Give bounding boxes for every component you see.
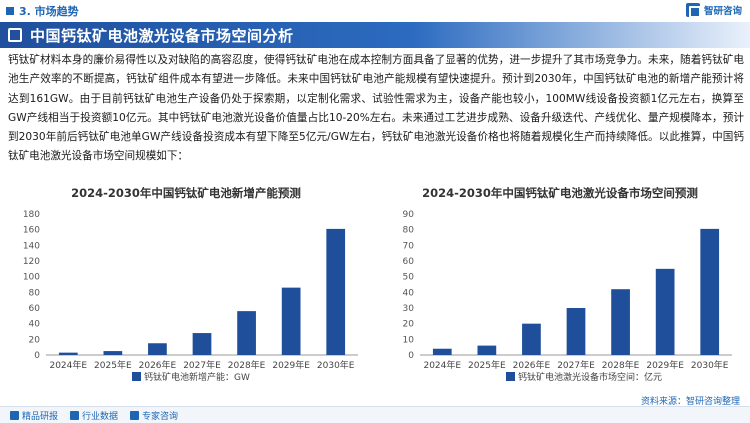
y-tick-label: 140 [23, 241, 40, 251]
y-tick-label: 60 [403, 257, 415, 267]
y-tick-label: 10 [403, 335, 415, 345]
bar [326, 228, 346, 355]
bar [237, 311, 256, 355]
bar [281, 287, 301, 355]
y-tick-label: 0 [34, 351, 40, 361]
bar [566, 308, 586, 355]
body-paragraph: 钙钛矿材料本身的廉价易得性以及对缺陷的高容忍度，使得钙钛矿电池在成本控制方面具备… [8, 54, 744, 163]
x-tick-label: 2028年E [602, 359, 640, 371]
brand[interactable]: 智研咨询 [685, 3, 742, 18]
legend-label: 钙钛矿电池新增产能：GW [144, 371, 250, 383]
bar [700, 228, 720, 355]
y-tick-label: 60 [29, 304, 41, 314]
bar [432, 348, 452, 355]
x-tick-label: 2030年E [691, 359, 729, 371]
y-tick-label: 30 [403, 304, 415, 314]
x-tick-label: 2026年E [513, 359, 551, 371]
x-tick-label: 2024年E [49, 359, 87, 371]
bar [611, 289, 630, 355]
x-tick-label: 2027年E [183, 359, 221, 371]
bar [192, 333, 212, 355]
brand-logo-icon [685, 3, 701, 18]
x-tick-label: 2029年E [272, 359, 310, 371]
title-banner: 中国钙钛矿电池激光设备市场空间分析 [0, 22, 750, 48]
legend-label: 钙钛矿电池激光设备市场空间：亿元 [518, 371, 662, 383]
top-bar: 3. 市场趋势 智研咨询 [0, 0, 750, 22]
footer-link-expert[interactable]: 专家咨询 [130, 409, 178, 422]
x-tick-label: 2030年E [317, 359, 355, 371]
section-bullet-icon [6, 7, 14, 15]
bar [522, 323, 541, 355]
y-tick-label: 0 [408, 351, 414, 361]
x-tick-label: 2025年E [94, 359, 132, 371]
legend-swatch [132, 372, 141, 381]
x-tick-label: 2026年E [139, 359, 177, 371]
banner-square-icon [8, 28, 22, 42]
data-icon [70, 411, 80, 420]
footer-bar: 精品研报 行业数据 专家咨询 [0, 406, 750, 423]
source-note: 资料来源：智研咨询整理 [640, 397, 740, 407]
page-title: 中国钙钛矿电池激光设备市场空间分析 [30, 27, 294, 45]
y-tick-label: 100 [23, 273, 40, 283]
x-tick-label: 2029年E [646, 359, 684, 371]
footer-link-label: 专家咨询 [142, 412, 179, 422]
y-tick-label: 80 [29, 288, 41, 298]
bar [148, 343, 167, 355]
footer-link-label: 行业数据 [82, 412, 119, 422]
y-tick-label: 80 [403, 226, 415, 236]
x-tick-label: 2024年E [423, 359, 461, 371]
y-tick-label: 50 [403, 273, 415, 283]
y-tick-label: 160 [23, 226, 40, 236]
y-tick-label: 20 [403, 320, 415, 330]
footer-link-label: 精品研报 [22, 412, 59, 422]
bar [477, 345, 497, 355]
brand-name: 智研咨询 [703, 6, 742, 17]
footer-link-reports[interactable]: 精品研报 [10, 409, 58, 422]
x-tick-label: 2027年E [557, 359, 595, 371]
y-tick-label: 20 [29, 335, 41, 345]
expert-icon [130, 411, 140, 420]
footer-link-data[interactable]: 行业数据 [70, 409, 118, 422]
y-tick-label: 70 [403, 241, 415, 251]
section-header: 3. 市场趋势 [6, 3, 79, 19]
bar [58, 352, 78, 355]
bar [655, 268, 675, 355]
chart-capacity: 0 20 40 60 80 100 120 140 160 180 2024年E 2025年E 2026… [23, 210, 358, 383]
x-tick-label: 2025年E [468, 359, 506, 371]
x-tick-label: 2028年E [228, 359, 266, 371]
y-tick-label: 40 [403, 288, 415, 298]
y-tick-label: 180 [23, 210, 40, 220]
bar [103, 351, 123, 355]
chart-market: 0 10 20 30 40 50 60 70 80 90 2024年E 2025年E 2026年E 202… [403, 210, 732, 383]
chart-title: 2024-2030年中国钙钛矿电池激光设备市场空间预测 [422, 186, 698, 200]
legend-swatch [506, 372, 515, 381]
section-label: 3. 市场趋势 [19, 5, 79, 18]
y-tick-label: 120 [23, 257, 40, 267]
y-tick-label: 90 [403, 210, 415, 220]
chart-panel-capacity: 2024-2030年中国钙钛矿电池新增产能预测 0 20 40 60 80 100 120 1… [6, 180, 366, 402]
chart-title: 2024-2030年中国钙钛矿电池新增产能预测 [71, 186, 301, 200]
y-tick-label: 40 [29, 320, 41, 330]
chart-panel-market: 2024-2030年中国钙钛矿电池激光设备市场空间预测 0 10 20 30 40 50 6… [380, 180, 740, 402]
report-icon [10, 411, 19, 420]
